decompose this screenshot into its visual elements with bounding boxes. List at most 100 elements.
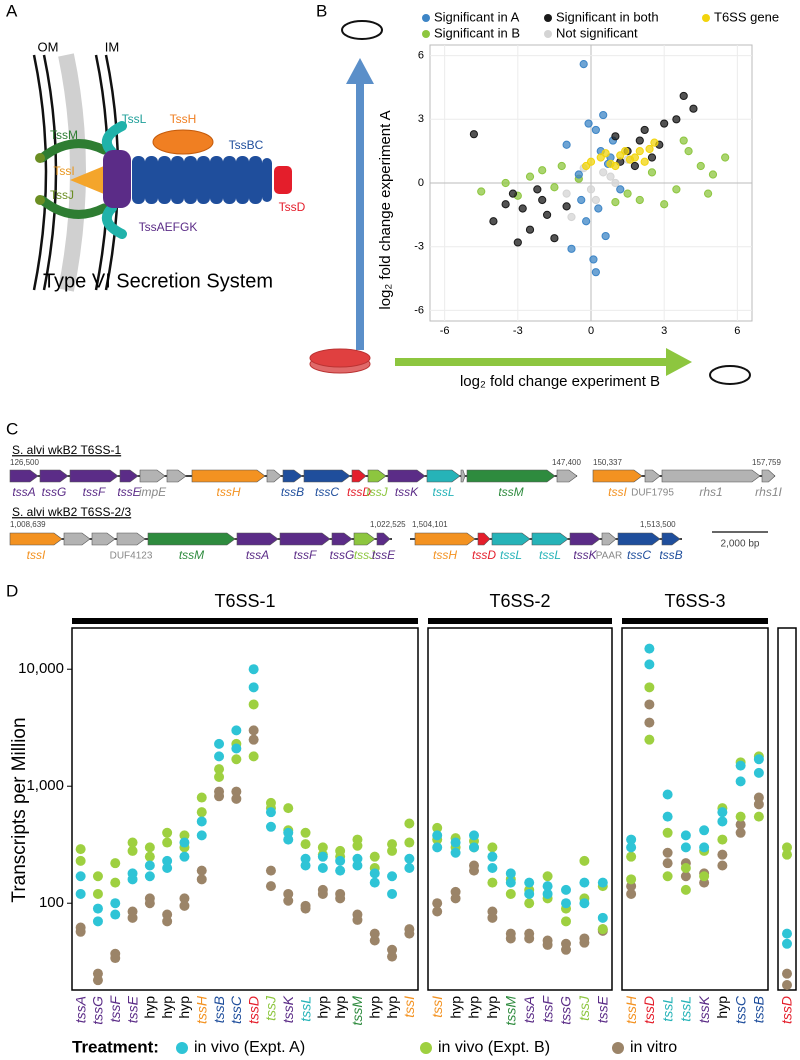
data-point	[524, 933, 535, 944]
scatter-point	[550, 234, 559, 243]
data-point	[782, 980, 792, 990]
legend-marker	[422, 14, 430, 22]
gene-arrow	[351, 469, 367, 483]
diagram-label: TssM	[50, 128, 78, 142]
gene-arrow	[147, 532, 236, 546]
legend-label: Significant in A	[434, 9, 520, 24]
category-label: hyp	[315, 996, 331, 1019]
data-point	[680, 871, 691, 882]
scatter-point	[623, 189, 632, 198]
category-label: tssG	[90, 996, 106, 1025]
data-point	[75, 844, 86, 855]
data-point	[753, 811, 764, 822]
x-tick-label: -3	[513, 325, 523, 337]
data-point	[717, 834, 728, 845]
data-point	[387, 888, 398, 899]
data-point	[179, 893, 190, 904]
y-axis-label: Transcripts per Million	[9, 717, 30, 902]
gene-label: DUF1795	[631, 488, 674, 499]
gene-label: rhs1I	[755, 485, 782, 499]
data-point	[561, 898, 571, 909]
data-point	[542, 881, 553, 892]
gene-arrow	[116, 532, 146, 546]
data-point	[196, 865, 207, 876]
scatter-point	[501, 178, 510, 188]
data-point	[265, 821, 276, 832]
data-point	[283, 803, 294, 814]
gene-label: DUF4123	[110, 551, 153, 562]
data-point	[717, 807, 728, 818]
y-tick-label: 0	[418, 177, 424, 189]
gene-label: tssG	[330, 548, 355, 562]
category-label: tssL	[659, 996, 675, 1022]
legend-label: in vivo (Expt. A)	[194, 1039, 305, 1056]
data-point	[369, 928, 380, 939]
data-point	[644, 699, 655, 710]
diagram-label: OM	[38, 39, 59, 54]
legend-label: Significant in both	[556, 9, 659, 24]
data-point	[782, 928, 792, 939]
data-point	[179, 830, 190, 841]
data-point	[214, 791, 225, 802]
data-point	[505, 877, 516, 888]
gene-arrow	[466, 469, 556, 483]
gene-label: tssJ	[366, 485, 388, 499]
data-point	[265, 881, 276, 892]
data-point	[753, 767, 764, 778]
x-axis-label: log₂ fold change experiment B	[460, 373, 660, 390]
data-point	[597, 912, 608, 923]
data-point	[92, 871, 103, 882]
legend-label: T6SS gene	[714, 9, 779, 24]
scatter-point	[635, 147, 644, 156]
category-label: tssH	[193, 995, 209, 1024]
scatter-point	[660, 119, 669, 128]
data-point	[300, 839, 311, 850]
gene-label: tssL	[539, 548, 561, 562]
data-point	[162, 855, 173, 866]
diagram-label: TssBC	[229, 138, 264, 152]
data-point	[265, 807, 276, 818]
scatter-point	[579, 60, 588, 69]
data-point	[404, 863, 415, 873]
gene-label: tssB	[659, 548, 682, 562]
category-label: tssB	[211, 996, 227, 1023]
diagram-label: TssD	[279, 200, 306, 214]
gene-arrow	[491, 532, 531, 546]
data-point	[524, 888, 535, 899]
data-point	[110, 858, 121, 869]
data-point	[214, 751, 225, 762]
diagram-label: TssI	[53, 164, 74, 178]
scatter-point	[630, 161, 640, 171]
data-point	[432, 822, 443, 833]
legend-marker	[422, 30, 430, 38]
gene-arrow	[601, 532, 617, 546]
diagram-label: TssL	[122, 112, 147, 126]
category-label: tssJ	[576, 995, 592, 1021]
gene-arrow	[266, 469, 282, 483]
category-label: hyp	[159, 996, 175, 1019]
group-title: T6SS-2	[489, 591, 550, 611]
data-point	[735, 776, 746, 787]
data-point	[231, 743, 242, 754]
track-title: S. alvi wkB2 T6SS-2/3	[12, 505, 131, 519]
data-point	[524, 898, 535, 909]
category-label: hyp	[176, 996, 192, 1019]
gene-arrow	[569, 532, 601, 546]
data-point	[248, 682, 259, 693]
data-point	[579, 937, 590, 948]
data-point	[369, 868, 380, 879]
category-label: tssF	[107, 995, 123, 1023]
scatter-point	[621, 147, 630, 156]
data-point	[782, 938, 792, 949]
gene-label: tssD	[472, 548, 496, 562]
gene-arrow	[282, 469, 303, 483]
gene-arrow	[69, 469, 119, 483]
category-label: hyp	[366, 996, 382, 1019]
data-point	[335, 855, 346, 866]
scatter-point	[567, 244, 576, 253]
gene-arrow	[414, 532, 476, 546]
group-box	[427, 627, 613, 991]
data-point	[196, 830, 207, 841]
gene-label: tssH	[433, 548, 457, 562]
data-point	[680, 842, 691, 853]
